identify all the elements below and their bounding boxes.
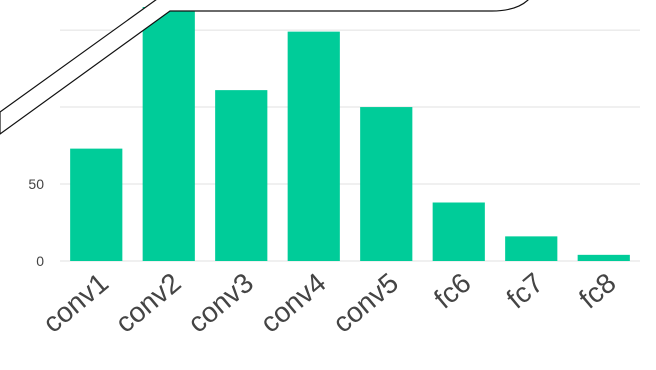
bar-conv5 bbox=[360, 107, 413, 261]
bars bbox=[70, 7, 630, 261]
y-tick-label: 0 bbox=[36, 253, 44, 269]
bar-fc7 bbox=[505, 236, 558, 261]
x-tick-label-conv2: conv2 bbox=[109, 267, 186, 339]
y-axis-ticks: 0 50 bbox=[28, 176, 44, 269]
x-tick-label-fc7: fc7 bbox=[501, 267, 550, 315]
x-tick-label-fc6: fc6 bbox=[428, 267, 477, 315]
y-tick-label: 50 bbox=[28, 176, 44, 192]
bar-fc6 bbox=[432, 202, 485, 261]
bar-conv1 bbox=[70, 148, 123, 261]
bar-conv2 bbox=[142, 7, 195, 261]
x-tick-label-conv3: conv3 bbox=[182, 267, 259, 339]
x-tick-label-conv4: conv4 bbox=[254, 267, 331, 339]
bar-conv4 bbox=[287, 31, 340, 261]
bar-conv3 bbox=[215, 90, 268, 261]
bar-fc8 bbox=[577, 254, 630, 261]
x-tick-label-fc8: fc8 bbox=[573, 267, 622, 315]
callout-overlay bbox=[0, 0, 529, 135]
x-tick-label-conv1: conv1 bbox=[37, 267, 114, 339]
x-tick-label-conv5: conv5 bbox=[327, 267, 404, 339]
